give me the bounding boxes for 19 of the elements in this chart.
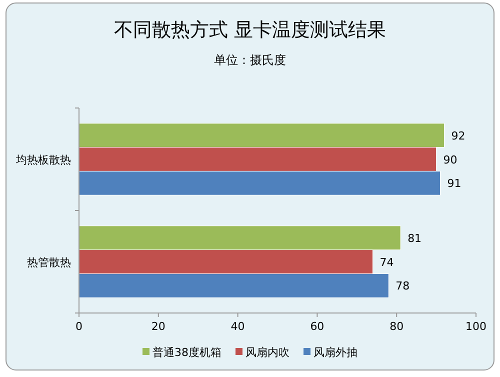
- data-label: 90: [443, 153, 458, 166]
- data-label: 74: [380, 256, 394, 269]
- legend-label: 风扇内吹: [246, 346, 290, 359]
- subtitle: 单位：摄氏度: [214, 53, 286, 67]
- data-label: 92: [451, 129, 466, 142]
- x-tick-label: 60: [310, 320, 324, 333]
- y-tick-label: 均热板散热: [15, 153, 71, 166]
- x-tick-label: 20: [151, 320, 166, 333]
- data-label: 91: [447, 177, 462, 190]
- legend-label: 普通38度机箱: [152, 346, 222, 359]
- x-tick-label: 100: [466, 320, 486, 333]
- y-tick-label: 热管散热: [27, 256, 71, 269]
- x-tick-label: 0: [76, 320, 82, 333]
- x-tick-label: 80: [390, 320, 404, 333]
- x-tick-label: 40: [230, 320, 245, 333]
- data-label: 81: [408, 232, 422, 245]
- legend-label: 风扇外抽: [314, 346, 358, 359]
- title: 不同散热方式 显卡温度测试结果: [114, 19, 386, 41]
- data-label: 78: [396, 280, 410, 293]
